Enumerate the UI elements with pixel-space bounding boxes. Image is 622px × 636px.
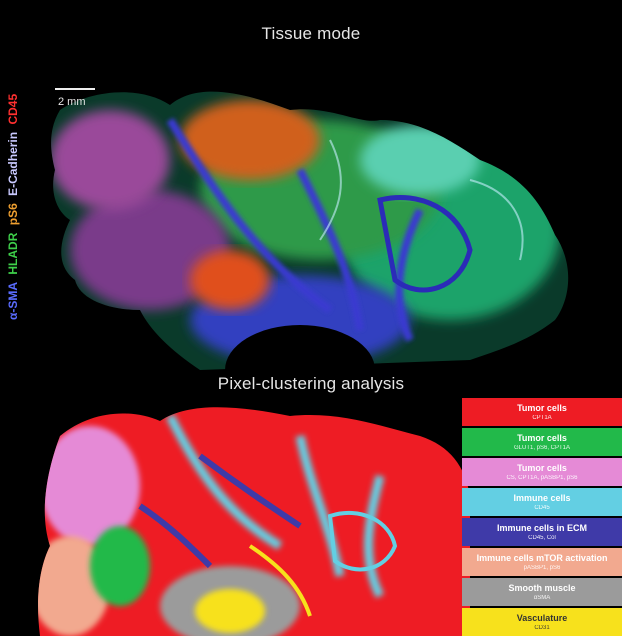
legend-item-name: Smooth muscle [508, 582, 576, 593]
legend-item-name: Vasculature [516, 612, 568, 623]
legend-item-markers: CD31 [534, 624, 550, 631]
legend-item-markers: GLUT1, pS6, CPT1A [513, 444, 571, 451]
pixel-clustering-title: Pixel-clustering analysis [217, 374, 405, 393]
legend-item: Vasculature CD31 [462, 608, 622, 636]
legend-item: Immune cells mTOR activation pASBP1, pS6 [462, 548, 622, 576]
legend-item-name: Immune cells [513, 492, 571, 503]
marker-label: α-SMA [6, 281, 20, 320]
legend-item-markers: CPT1A [532, 414, 552, 421]
legend-item-markers: αSMA [533, 594, 551, 601]
pixel-clustering-map [38, 407, 470, 636]
legend-item-markers: CD45, Col [528, 534, 556, 541]
marker-label: CD45 [6, 93, 20, 125]
scale-bar [55, 88, 95, 90]
cluster-legend: Tumor cells CPT1A Tumor cells GLUT1, pS6… [462, 398, 622, 636]
legend-item: Smooth muscle αSMA [462, 578, 622, 606]
legend-item: Tumor cells GLUT1, pS6, CPT1A [462, 428, 622, 456]
legend-item-markers: CS, CPT1A, pASBP1, pS6 [506, 474, 578, 481]
tissue-fluorescence-image [51, 91, 569, 370]
legend-item-name: Tumor cells [517, 402, 567, 413]
legend-item: Immune cells CD45 [462, 488, 622, 516]
legend-item: Immune cells in ECM CD45, Col [462, 518, 622, 546]
marker-label: pS6 [6, 203, 20, 226]
legend-item-name: Tumor cells [517, 462, 567, 473]
legend-item-name: Tumor cells [517, 432, 567, 443]
legend-item-markers: CD45 [534, 504, 550, 511]
marker-label: E-Cadherin [6, 131, 20, 196]
marker-label: HLADR [6, 232, 20, 275]
legend-item: Tumor cells CPT1A [462, 398, 622, 426]
marker-channel-labels: α-SMA HLADR pS6 E-Cadherin CD45 [6, 90, 20, 320]
scale-bar-label: 2 mm [58, 96, 86, 108]
legend-item-name: Immune cells mTOR activation [476, 552, 608, 563]
tissue-mode-title: Tissue mode [261, 24, 361, 43]
legend-item-name: Immune cells in ECM [496, 522, 588, 533]
legend-item: Tumor cells CS, CPT1A, pASBP1, pS6 [462, 458, 622, 486]
legend-item-markers: pASBP1, pS6 [523, 564, 561, 571]
